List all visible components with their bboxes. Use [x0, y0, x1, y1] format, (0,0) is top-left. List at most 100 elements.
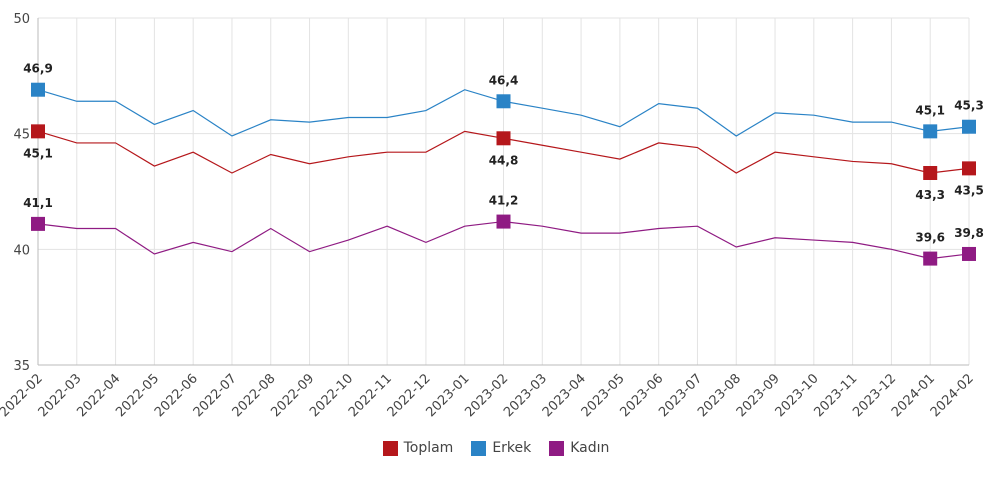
- data-point: [695, 224, 699, 228]
- data-label: 44,8: [489, 153, 519, 167]
- data-point: [579, 113, 583, 117]
- data-point: [191, 109, 195, 113]
- y-tick-label: 35: [13, 359, 30, 374]
- data-point: [579, 150, 583, 154]
- legend-label: Erkek: [492, 440, 532, 456]
- data-point: [851, 120, 855, 124]
- data-point: [851, 159, 855, 163]
- data-label: 45,3: [954, 99, 984, 113]
- data-point: [152, 164, 156, 168]
- data-point: [385, 224, 389, 228]
- data-point: [346, 155, 350, 159]
- legend-item-toplam[interactable]: Toplam: [382, 440, 454, 456]
- data-point: [308, 250, 312, 254]
- y-tick-label: 40: [13, 243, 30, 258]
- data-point: [114, 141, 118, 145]
- data-point: [424, 240, 428, 244]
- data-point: [75, 227, 79, 231]
- data-label: 46,9: [23, 62, 53, 76]
- data-point: [540, 224, 544, 228]
- data-point: [191, 240, 195, 244]
- legend-swatch: [382, 440, 398, 456]
- data-point: [308, 162, 312, 166]
- data-point-marker: [962, 119, 976, 134]
- data-point: [851, 240, 855, 244]
- data-point: [463, 129, 467, 133]
- data-point: [695, 146, 699, 150]
- data-point: [540, 106, 544, 110]
- data-point: [230, 171, 234, 175]
- data-label: 39,6: [915, 231, 945, 245]
- data-label: 46,4: [489, 73, 519, 87]
- data-point: [889, 162, 893, 166]
- data-point: [346, 238, 350, 242]
- data-point: [346, 115, 350, 119]
- data-point-marker: [496, 131, 511, 146]
- data-point: [657, 227, 661, 231]
- data-point: [308, 120, 312, 124]
- data-point: [463, 88, 467, 92]
- data-point: [463, 224, 467, 228]
- data-point: [618, 157, 622, 161]
- data-label: 45,1: [915, 103, 945, 117]
- data-point-marker: [923, 165, 938, 180]
- data-point: [230, 250, 234, 254]
- data-point: [618, 125, 622, 129]
- data-point: [269, 118, 273, 122]
- data-label: 39,8: [954, 226, 984, 240]
- data-point-marker: [962, 161, 976, 176]
- data-point: [424, 150, 428, 154]
- legend-item-erkek[interactable]: Erkek: [471, 440, 531, 456]
- data-point-marker: [962, 246, 976, 261]
- data-point: [734, 171, 738, 175]
- data-point: [385, 150, 389, 154]
- line-chart: 2022-022022-032022-042022-052022-062022-…: [0, 12, 984, 420]
- legend: Toplam Erkek Kadın: [0, 440, 992, 456]
- data-point: [812, 113, 816, 117]
- legend-item-kadin[interactable]: Kadın: [549, 440, 609, 456]
- data-point-marker: [31, 216, 45, 231]
- data-point-marker: [496, 94, 511, 109]
- data-point-marker: [923, 124, 938, 139]
- data-point: [540, 143, 544, 147]
- data-point: [75, 99, 79, 103]
- data-point: [695, 106, 699, 110]
- data-point: [191, 150, 195, 154]
- data-point-marker: [31, 82, 45, 97]
- data-point: [385, 115, 389, 119]
- y-tick-label: 45: [13, 128, 30, 143]
- data-point: [152, 252, 156, 256]
- data-label: 41,1: [23, 196, 53, 210]
- data-point-marker: [496, 214, 511, 229]
- data-label: 45,1: [23, 146, 53, 160]
- data-point: [618, 231, 622, 235]
- data-point: [579, 231, 583, 235]
- data-point: [773, 150, 777, 154]
- data-point-marker: [31, 124, 45, 139]
- x-tick-label: 2024-02: [928, 371, 977, 420]
- data-point: [773, 111, 777, 115]
- data-point: [734, 245, 738, 249]
- data-point: [773, 236, 777, 240]
- data-point: [889, 247, 893, 251]
- data-point: [230, 134, 234, 138]
- data-point: [114, 99, 118, 103]
- data-point: [269, 152, 273, 156]
- data-point: [889, 120, 893, 124]
- data-point-marker: [923, 251, 938, 266]
- data-label: 43,5: [954, 183, 984, 197]
- y-tick-label: 50: [13, 12, 30, 27]
- data-point: [152, 122, 156, 126]
- data-point: [812, 155, 816, 159]
- data-point: [424, 109, 428, 113]
- data-point: [657, 102, 661, 106]
- legend-swatch: [471, 440, 487, 456]
- data-point: [812, 238, 816, 242]
- data-point: [114, 227, 118, 231]
- data-point: [269, 227, 273, 231]
- data-point: [657, 141, 661, 145]
- legend-label: Kadın: [570, 440, 610, 456]
- legend-swatch: [549, 440, 565, 456]
- legend-label: Toplam: [403, 440, 454, 456]
